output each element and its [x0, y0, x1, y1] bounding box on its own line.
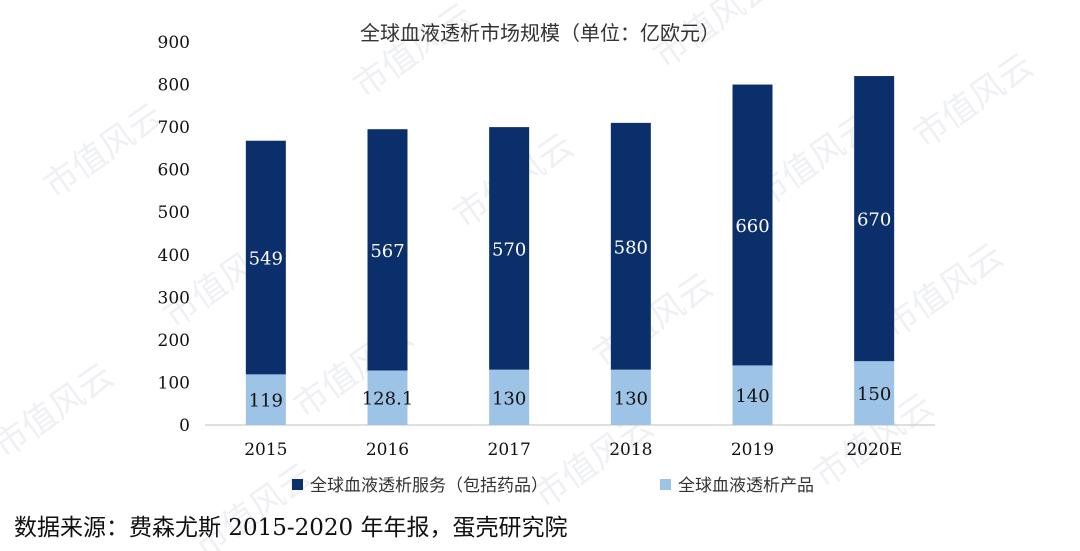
y-tick-label: 600 — [158, 161, 190, 181]
bar-product-2020E — [854, 361, 895, 425]
bar-product-2015 — [245, 374, 286, 425]
x-tick-label: 2018 — [609, 440, 652, 460]
legend-label: 全球血液透析产品 — [678, 476, 814, 496]
data-label: 567 — [370, 241, 404, 262]
bar-service-2018 — [610, 122, 651, 370]
bar-service-2019 — [732, 84, 773, 366]
y-tick-label: 800 — [158, 76, 190, 96]
x-tick-label: 2019 — [731, 440, 774, 460]
bar-service-2016 — [367, 129, 408, 371]
bar-service-2020E — [854, 76, 895, 362]
data-label: 670 — [857, 210, 891, 231]
data-label: 128.1 — [362, 389, 414, 410]
bar-product-2018 — [610, 369, 651, 425]
data-label: 130 — [492, 388, 526, 409]
bar-service-2015 — [245, 140, 286, 375]
y-tick-label: 400 — [158, 246, 190, 266]
data-label: 580 — [614, 237, 648, 258]
x-tick-label: 2020E — [846, 440, 902, 460]
watermark-text: 市值风云 — [907, 46, 1041, 157]
data-label: 570 — [492, 239, 526, 260]
data-label: 130 — [614, 388, 648, 409]
legend-swatch — [660, 479, 671, 490]
watermark-text: 市值风云 — [37, 96, 171, 207]
y-axis: 0 100 200 300 400 500 600 700 800 900 — [158, 33, 190, 436]
y-tick-label: 100 — [158, 373, 190, 393]
y-tick-label: 0 — [179, 416, 190, 436]
bars: 119 549 128.1 567 130 570 130 580 140 660 150 670 — [245, 76, 895, 425]
legend-swatch — [292, 479, 303, 490]
y-tick-label: 200 — [158, 331, 190, 351]
x-tick-label: 2017 — [488, 440, 531, 460]
data-label: 119 — [249, 391, 283, 412]
y-tick-label: 500 — [158, 203, 190, 223]
bar-service-2017 — [489, 127, 530, 370]
source-note: 数据来源：费森尤斯 2015-2020 年年报，蛋壳研究院 — [14, 515, 568, 541]
chart-title: 全球血液透析市场规模（单位：亿欧元） — [360, 21, 720, 45]
legend: 全球血液透析服务（包括药品） 全球血液透析产品 — [292, 476, 814, 496]
x-axis: 2015 2016 2017 2018 2019 2020E — [244, 440, 902, 460]
data-label: 150 — [857, 384, 891, 405]
data-label: 549 — [249, 249, 283, 270]
legend-label: 全球血液透析服务（包括药品） — [310, 476, 548, 496]
y-tick-label: 300 — [158, 288, 190, 308]
watermark-text: 市值风云 — [347, 0, 481, 106]
x-tick-label: 2016 — [366, 440, 409, 460]
watermark-text: 市值风云 — [877, 236, 1011, 347]
watermark-text: 市值风云 — [0, 356, 121, 467]
data-label: 140 — [735, 386, 769, 407]
data-label: 660 — [735, 216, 769, 237]
x-tick-label: 2015 — [244, 440, 287, 460]
bar-product-2019 — [732, 365, 773, 425]
watermark-text: 市值风云 — [587, 266, 721, 377]
bar-product-2016 — [367, 370, 408, 425]
y-tick-label: 700 — [158, 118, 190, 138]
y-tick-label: 900 — [158, 33, 190, 53]
bar-product-2017 — [489, 369, 530, 425]
